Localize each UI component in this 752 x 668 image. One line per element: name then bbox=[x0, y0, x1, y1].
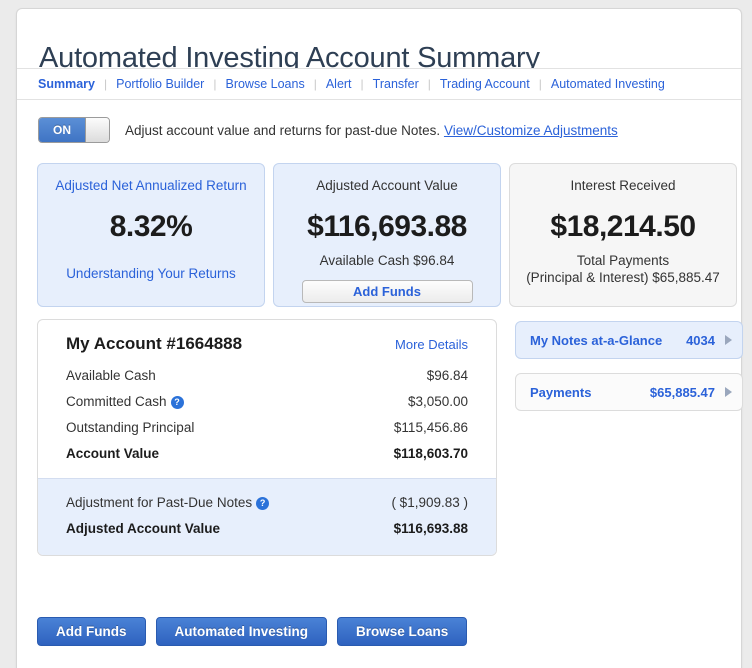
nav-item-trading-account[interactable]: Trading Account bbox=[439, 77, 530, 91]
card-subtext: Available Cash $96.84 bbox=[319, 253, 455, 269]
bottom-action-buttons: Add Funds Automated Investing Browse Loans bbox=[37, 617, 468, 646]
card-subtext: Total Payments (Principal & Interest) $65… bbox=[526, 253, 720, 286]
nav-item-automated-investing[interactable]: Automated Investing bbox=[550, 77, 665, 91]
toggle-on-label: ON bbox=[39, 118, 85, 142]
account-row: Outstanding Principal $115,456.86 bbox=[66, 414, 468, 440]
account-row-label: Adjusted Account Value bbox=[66, 520, 221, 536]
account-row-value: $115,456.86 bbox=[393, 419, 468, 435]
side-box-value: 4034 bbox=[686, 332, 715, 348]
side-box-label: My Notes at-a-Glance bbox=[530, 332, 663, 348]
adjust-toggle-row: ON Adjust account value and returns for … bbox=[38, 117, 618, 143]
card-value: $116,693.88 bbox=[307, 210, 467, 244]
account-name: My Account #1664888 bbox=[66, 334, 243, 353]
card-value: $18,214.50 bbox=[550, 210, 696, 244]
nav-item-transfer[interactable]: Transfer bbox=[372, 77, 419, 91]
more-details-link[interactable]: More Details bbox=[395, 337, 468, 352]
card-add-funds-button[interactable]: Add Funds bbox=[301, 280, 473, 304]
account-details-panel: My Account #1664888 More Details Availab… bbox=[37, 319, 497, 556]
account-top-section: My Account #1664888 More Details Availab… bbox=[38, 320, 496, 478]
account-row-value: $118,603.70 bbox=[393, 445, 468, 461]
side-boxes: My Notes at-a-Glance 4034 Payments $65,885.… bbox=[515, 321, 743, 425]
summary-card-2: Adjusted Account Value $116,693.88 Availab… bbox=[273, 163, 501, 307]
account-row: Account Value $118,603.70 bbox=[66, 440, 468, 466]
account-row-label: Committed Cash? bbox=[66, 394, 184, 409]
adjustment-rows: Adjustment for Past-Due Notes? ( $1,909.8… bbox=[66, 489, 468, 541]
nav-separator: | bbox=[313, 77, 317, 91]
nav-separator: | bbox=[360, 77, 364, 91]
adjust-toggle-text: Adjust account value and returns for pas… bbox=[125, 122, 441, 138]
summary-card-1: Adjusted Net Annualized Return 8.32% Under… bbox=[37, 163, 265, 307]
help-icon[interactable]: ? bbox=[170, 395, 184, 409]
account-row: Adjusted Account Value $116,693.88 bbox=[66, 515, 468, 541]
nav-separator: | bbox=[427, 77, 431, 91]
side-box-value: $65,885.47 bbox=[649, 384, 715, 400]
account-row: Adjustment for Past-Due Notes? ( $1,909.8… bbox=[66, 489, 468, 515]
nav-separator: | bbox=[103, 77, 108, 91]
account-adjustment-section: Adjustment for Past-Due Notes? ( $1,909.8… bbox=[38, 478, 496, 555]
side-box-label: Payments bbox=[530, 384, 592, 400]
card-title: Adjusted Account Value bbox=[316, 178, 458, 193]
side-box-payments[interactable]: Payments $65,885.47 bbox=[515, 373, 743, 411]
main-container: Automated Investing Account Summary Summ… bbox=[16, 8, 743, 668]
automated-investing-button[interactable]: Automated Investing bbox=[155, 617, 328, 646]
account-row-label: Outstanding Principal bbox=[66, 419, 195, 435]
nav-separator: | bbox=[538, 77, 542, 91]
chevron-right-icon bbox=[725, 335, 732, 345]
browse-loans-button[interactable]: Browse Loans bbox=[337, 617, 468, 646]
card-title[interactable]: Adjusted Net Annualized Return bbox=[55, 178, 247, 193]
account-header: My Account #1664888 More Details bbox=[66, 334, 468, 354]
nav-separator: | bbox=[213, 77, 217, 91]
account-row: Available Cash $96.84 bbox=[66, 362, 468, 388]
nav-bar: Summary | Portfolio Builder | Browse Loans | A… bbox=[17, 68, 741, 100]
nav-item-summary[interactable]: Summary bbox=[38, 77, 95, 91]
help-icon[interactable]: ? bbox=[256, 496, 270, 510]
view-customize-adjustments-link[interactable]: View/Customize Adjustments bbox=[443, 122, 618, 138]
account-row-value: $3,050.00 bbox=[407, 393, 468, 409]
adjust-toggle-description: Adjust account value and returns for pas… bbox=[125, 123, 618, 138]
account-row-value: ( $1,909.83 ) bbox=[391, 494, 468, 510]
summary-cards: Adjusted Net Annualized Return 8.32% Under… bbox=[37, 163, 737, 307]
account-row-label: Available Cash bbox=[66, 367, 156, 383]
account-row-label: Account Value bbox=[66, 445, 160, 461]
chevron-right-icon bbox=[725, 387, 732, 397]
card-value: 8.32% bbox=[109, 210, 193, 244]
toggle-knob[interactable] bbox=[85, 118, 109, 142]
nav-item-portfolio-builder[interactable]: Portfolio Builder bbox=[116, 77, 205, 91]
account-row-value: $96.84 bbox=[426, 367, 468, 383]
side-box-my-notes-at-a-glance[interactable]: My Notes at-a-Glance 4034 bbox=[515, 321, 743, 359]
nav-item-browse-loans[interactable]: Browse Loans bbox=[225, 77, 305, 91]
adjust-toggle-switch[interactable]: ON bbox=[38, 117, 110, 143]
nav-item-alert[interactable]: Alert bbox=[325, 77, 352, 91]
account-row-value: $116,693.88 bbox=[393, 520, 468, 536]
account-row: Committed Cash? $3,050.00 bbox=[66, 388, 468, 414]
summary-card-3: Interest Received $18,214.50 Total Payment… bbox=[509, 163, 737, 307]
account-rows: Available Cash $96.84 Committed Cash? $3,05… bbox=[66, 362, 468, 466]
card-title: Interest Received bbox=[570, 178, 676, 193]
account-row-label: Adjustment for Past-Due Notes? bbox=[66, 495, 270, 510]
card-subtext[interactable]: Understanding Your Returns bbox=[66, 266, 236, 282]
add-funds-button[interactable]: Add Funds bbox=[37, 617, 146, 646]
